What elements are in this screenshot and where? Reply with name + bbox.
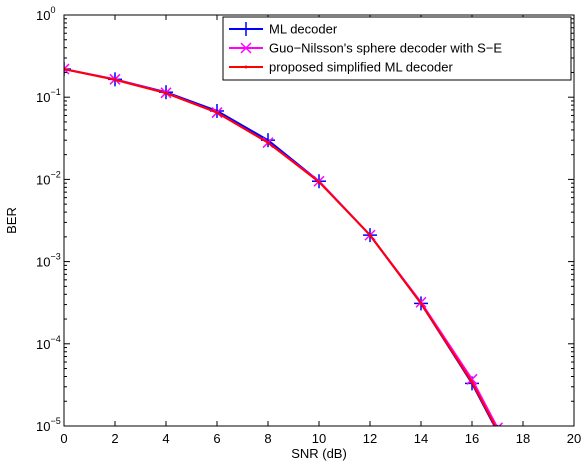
x-tick-label: 2 [111,431,118,446]
x-tick-label: 4 [162,431,169,446]
plot-frame [63,14,575,427]
data-point-dot [266,141,270,145]
data-point-dot [164,91,168,95]
legend-label: ML decoder [269,22,338,37]
data-point-dot [419,301,423,305]
y-tick-exponent: −4 [50,334,60,344]
legend-label: proposed simplified ML decoder [269,60,453,75]
x-tick-label: 6 [213,431,220,446]
data-point-d2 [64,63,70,71]
y-tick-label: 10−3 [36,252,61,270]
y-tick-label: 10−4 [36,334,61,352]
data-point-dot [113,78,117,82]
y-tick-label: 10−2 [36,169,61,187]
y-tick-label: 10−1 [36,87,61,105]
legend-item: ML decoder [229,22,338,37]
data-point-dot [496,429,499,432]
y-tick-label: 100 [36,5,55,23]
x-axis-label: SNR (dB) [291,446,347,461]
data-point-d2 [498,422,504,426]
y-tick-label: 10−5 [36,416,61,434]
legend-label: Guo−Nilsson's sphere decoder with S−E [269,41,502,56]
legend-swatch-marker-dot [244,65,248,69]
y-tick-base: 10 [36,172,50,187]
x-tick-labels: 0 2 4 6 8 10 12 14 16 18 20 [60,431,581,446]
x-tick-label: 0 [60,431,67,446]
data-point-d1 [64,67,70,75]
x-tick-label: 20 [567,431,581,446]
legend: ML decoder Guo−Nilsson's sphere decoder w… [222,16,572,81]
y-tick-exponent: −2 [50,169,60,179]
legend-swatch-marker-d2 [240,42,252,54]
data-point-dot [317,180,321,184]
x-tick-label: 10 [312,431,326,446]
plot-background [64,15,574,426]
plot-area [63,14,575,432]
data-point-dot [368,233,372,237]
y-tick-base: 10 [36,90,50,105]
y-tick-base: 10 [36,419,50,434]
y-tick-base: 10 [36,8,50,23]
y-tick-exponent: −3 [50,252,60,262]
y-tick-exponent: 0 [50,5,55,15]
x-tick-label: 12 [363,431,377,446]
data-point-dot [215,111,219,115]
legend-item: Guo−Nilsson's sphere decoder with S−E [229,41,502,56]
legend-box [222,16,572,81]
series-line [64,68,497,426]
series-layer [64,62,504,432]
legend-item: proposed simplified ML decoder [229,60,453,75]
x-tick-label: 16 [465,431,479,446]
x-tick-label: 8 [264,431,271,446]
data-point-d2 [466,373,478,385]
y-axis-label: BER [4,207,19,234]
data-point-dot [470,380,474,384]
y-tick-exponent: −1 [50,87,60,97]
x-tick-label: 18 [516,431,530,446]
y-tick-exponent: −5 [50,416,60,426]
y-tick-base: 10 [36,337,50,352]
x-tick-label: 14 [414,431,428,446]
y-tick-base: 10 [36,255,50,270]
